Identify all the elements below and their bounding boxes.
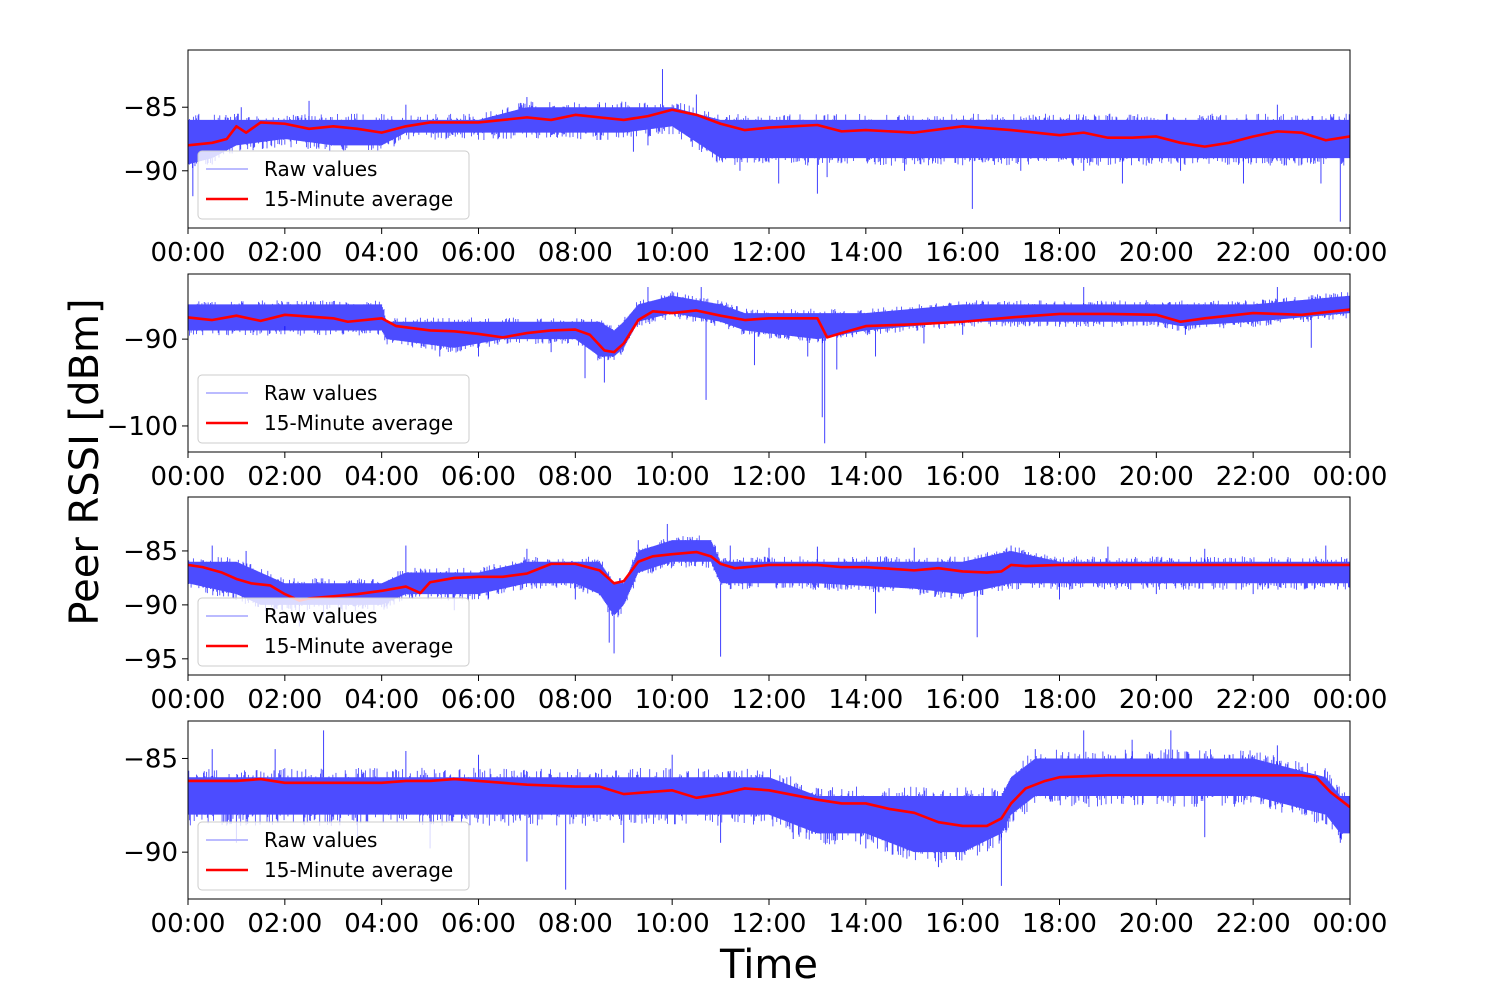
x-tick-label: 04:00 [344,238,419,268]
x-tick-label: 08:00 [538,238,613,268]
x-tick-label: 02:00 [247,462,322,492]
x-tick-label: 16:00 [925,462,1000,492]
raw-values-band [188,101,1350,168]
x-tick-label: 02:00 [247,909,322,939]
raw-values-series [188,287,1350,444]
x-tick-label: 04:00 [344,909,419,939]
legend: Raw values 15-Minute average [197,150,470,220]
x-tick-label: 14:00 [828,238,903,268]
legend-box [197,150,470,220]
legend-raw-label: Raw values [264,828,377,852]
plot-area [188,730,1350,890]
x-tick-label: 04:00 [344,685,419,715]
x-tick-label: 10:00 [635,462,710,492]
legend-raw-label: Raw values [264,604,377,628]
x-tick-label: 14:00 [828,685,903,715]
y-tick-label: −100 [107,412,178,442]
x-tick-label: 10:00 [635,685,710,715]
x-tick-label: 10:00 [635,909,710,939]
x-tick-label: 20:00 [1119,462,1194,492]
x-tick-label: 18:00 [1022,909,1097,939]
legend: Raw values 15-Minute average [197,374,470,444]
raw-values-band [188,535,1350,618]
subplot-1: −85 −90 00:00 02:00 04:00 06:00 08:00 10:00 12:0… [123,49,1388,268]
x-tick-label: 12:00 [732,685,807,715]
x-tick-label: 22:00 [1216,685,1291,715]
x-tick-label: 16:00 [925,238,1000,268]
y-tick-label: −85 [123,93,178,123]
y-tick-label: −90 [123,325,178,355]
legend-average-label: 15-Minute average [264,634,453,658]
x-tick-label: 00:00 [151,238,226,268]
raw-values-series [188,69,1350,222]
legend-average-label: 15-Minute average [264,187,453,211]
legend-box [197,821,470,891]
x-tick-label: 08:00 [538,462,613,492]
raw-values-band [188,292,1350,361]
x-tick-label: 00:00 [151,462,226,492]
x-tick-label: 12:00 [732,462,807,492]
x-tick-label: 08:00 [538,685,613,715]
x-tick-label: 06:00 [441,238,516,268]
x-tick-label: 06:00 [441,909,516,939]
average-series-line [188,108,1350,148]
x-tick-label: 00:00 [1313,238,1388,268]
x-tick-label: 08:00 [538,909,613,939]
legend-raw-label: Raw values [264,157,377,181]
subplot-3: −85 −90 −95 00:00 02:00 04:00 06:00 08:00 10:00 1… [123,496,1388,715]
average-series-line [188,774,1350,828]
x-tick-label: 20:00 [1119,238,1194,268]
y-tick-label: −90 [123,838,178,868]
plot-area [188,69,1350,222]
x-tick-label: 18:00 [1022,685,1097,715]
x-tick-label: 12:00 [732,909,807,939]
legend-average-label: 15-Minute average [264,411,453,435]
legend-raw-label: Raw values [264,381,377,405]
x-tick-label: 02:00 [247,685,322,715]
x-tick-label: 16:00 [925,685,1000,715]
x-tick-label: 14:00 [828,462,903,492]
subplot-2: −90 −100 00:00 02:00 04:00 06:00 08:00 10:00 12:… [107,273,1388,492]
x-tick-label: 12:00 [732,238,807,268]
x-axis-title: Time [719,942,818,988]
plot-area [188,287,1350,444]
x-tick-label: 04:00 [344,462,419,492]
x-tick-label: 10:00 [635,238,710,268]
x-tick-label: 18:00 [1022,238,1097,268]
x-tick-label: 22:00 [1216,909,1291,939]
x-tick-label: 16:00 [925,909,1000,939]
legend: Raw values 15-Minute average [197,821,470,891]
subplot-4: −85 −90 00:00 02:00 04:00 06:00 08:00 10:00 12:0… [123,720,1388,939]
y-tick-label: −85 [123,537,178,567]
y-tick-label: −90 [123,591,178,621]
legend-average-label: 15-Minute average [264,858,453,882]
x-tick-label: 06:00 [441,685,516,715]
y-axis-title: Peer RSSI [dBm] [62,298,108,625]
x-tick-label: 02:00 [247,238,322,268]
y-tick-label: −90 [123,157,178,187]
x-tick-label: 06:00 [441,462,516,492]
x-tick-label: 00:00 [1313,462,1388,492]
x-tick-label: 22:00 [1216,238,1291,268]
legend-box [197,374,470,444]
x-tick-label: 20:00 [1119,909,1194,939]
x-tick-label: 20:00 [1119,685,1194,715]
x-tick-label: 00:00 [151,909,226,939]
x-tick-label: 18:00 [1022,462,1097,492]
y-tick-label: −85 [123,744,178,774]
x-tick-label: 22:00 [1216,462,1291,492]
x-tick-label: 00:00 [1313,909,1388,939]
legend-box [197,597,470,667]
x-tick-label: 00:00 [151,685,226,715]
x-tick-label: 00:00 [1313,685,1388,715]
x-tick-label: 14:00 [828,909,903,939]
average-series-line [188,308,1350,354]
legend: Raw values 15-Minute average [197,597,470,667]
y-tick-label: −95 [123,645,178,675]
